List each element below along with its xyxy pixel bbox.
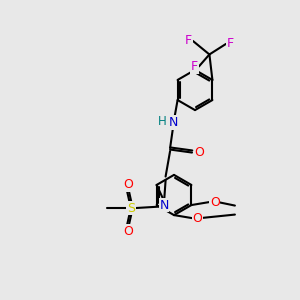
Text: O: O [194,146,204,159]
Text: H: H [158,115,166,128]
Text: N: N [168,116,178,129]
Text: S: S [127,202,135,214]
Text: F: F [185,34,192,47]
Text: O: O [210,196,220,208]
Text: N: N [159,199,169,212]
Text: F: F [191,60,198,73]
Text: F: F [227,38,234,50]
Text: O: O [123,225,133,238]
Text: O: O [123,178,133,191]
Text: O: O [193,212,202,225]
